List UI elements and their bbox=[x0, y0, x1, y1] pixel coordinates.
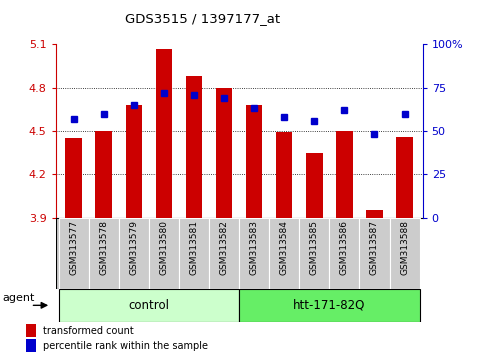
Text: percentile rank within the sample: percentile rank within the sample bbox=[43, 341, 208, 351]
Text: GSM313577: GSM313577 bbox=[69, 220, 78, 275]
Bar bbox=[359, 218, 389, 289]
Bar bbox=[276, 132, 293, 218]
Bar bbox=[65, 138, 82, 218]
Bar bbox=[26, 324, 36, 337]
Bar bbox=[239, 218, 269, 289]
Text: GSM313585: GSM313585 bbox=[310, 220, 319, 275]
Bar bbox=[246, 105, 262, 218]
Text: GSM313583: GSM313583 bbox=[250, 220, 258, 275]
Text: GSM313584: GSM313584 bbox=[280, 220, 289, 275]
Text: htt-171-82Q: htt-171-82Q bbox=[293, 299, 366, 312]
Bar bbox=[366, 211, 383, 218]
Text: GSM313580: GSM313580 bbox=[159, 220, 169, 275]
Bar bbox=[239, 289, 420, 322]
Bar bbox=[119, 218, 149, 289]
Text: GSM313581: GSM313581 bbox=[189, 220, 199, 275]
Bar bbox=[209, 218, 239, 289]
Bar bbox=[89, 218, 119, 289]
Bar bbox=[149, 218, 179, 289]
Text: GSM313586: GSM313586 bbox=[340, 220, 349, 275]
Text: GSM313579: GSM313579 bbox=[129, 220, 138, 275]
Bar bbox=[389, 218, 420, 289]
Bar bbox=[299, 218, 329, 289]
Text: GSM313578: GSM313578 bbox=[99, 220, 108, 275]
Bar bbox=[156, 48, 172, 218]
Bar bbox=[269, 218, 299, 289]
Bar bbox=[216, 88, 232, 218]
Text: agent: agent bbox=[3, 293, 35, 303]
Text: GSM313587: GSM313587 bbox=[370, 220, 379, 275]
Bar bbox=[58, 289, 239, 322]
Bar bbox=[336, 131, 353, 218]
Bar bbox=[126, 105, 142, 218]
Bar bbox=[179, 218, 209, 289]
Bar bbox=[58, 218, 89, 289]
Text: transformed count: transformed count bbox=[43, 326, 134, 336]
Bar bbox=[26, 339, 36, 353]
Text: GSM313582: GSM313582 bbox=[220, 220, 228, 275]
Bar bbox=[185, 76, 202, 218]
Bar bbox=[306, 153, 323, 218]
Bar bbox=[96, 131, 112, 218]
Text: GSM313588: GSM313588 bbox=[400, 220, 409, 275]
Text: GDS3515 / 1397177_at: GDS3515 / 1397177_at bbox=[125, 12, 281, 25]
Bar bbox=[329, 218, 359, 289]
Text: control: control bbox=[128, 299, 170, 312]
Bar bbox=[396, 137, 413, 218]
